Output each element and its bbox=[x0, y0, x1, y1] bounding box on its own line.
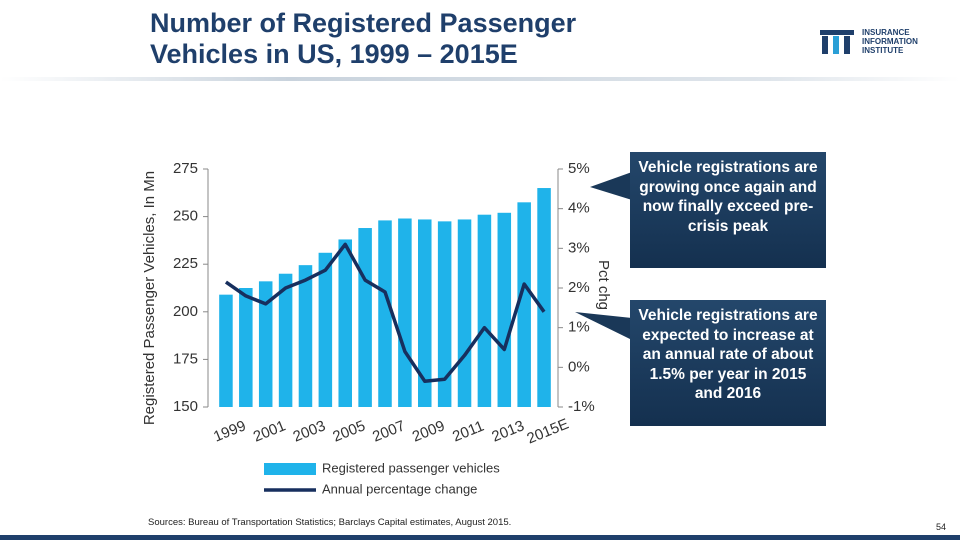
logo-text: INSURANCE bbox=[862, 28, 910, 37]
source-note: Sources: Bureau of Transportation Statis… bbox=[148, 517, 512, 528]
bar bbox=[418, 219, 432, 407]
y2-tick-label: -1% bbox=[568, 398, 595, 415]
x-tick-label: 2015E bbox=[525, 416, 572, 448]
logo-mark bbox=[820, 30, 854, 54]
bar bbox=[537, 188, 551, 407]
x-tick-label: 2003 bbox=[291, 417, 328, 445]
x-tick-label: 2011 bbox=[450, 418, 486, 446]
y-tick-label: 175 bbox=[173, 350, 198, 367]
bar bbox=[219, 294, 233, 407]
bar bbox=[318, 252, 333, 407]
y2-tick-label: 0% bbox=[568, 358, 590, 375]
x-tick-label: 2001 bbox=[251, 417, 288, 445]
bar bbox=[457, 219, 472, 407]
bar bbox=[477, 214, 492, 407]
y-tick-label: 225 bbox=[173, 255, 198, 272]
y2-tick-label: 3% bbox=[568, 239, 590, 256]
bar bbox=[278, 273, 293, 407]
bar bbox=[358, 228, 372, 407]
logo-text: INSTITUTE bbox=[862, 46, 904, 55]
bar bbox=[378, 220, 392, 407]
y2-axis-label: Pct chg bbox=[595, 260, 612, 310]
logo-text: INFORMATION bbox=[862, 37, 918, 46]
footer-bar bbox=[0, 535, 960, 540]
bar bbox=[298, 265, 313, 407]
y2-tick-label: 2% bbox=[568, 279, 590, 296]
bar bbox=[517, 202, 531, 407]
legend-swatch bbox=[264, 463, 316, 475]
x-tick-label: 1999 bbox=[211, 417, 248, 445]
y-tick-label: 200 bbox=[173, 303, 198, 320]
y-tick-label: 150 bbox=[173, 398, 198, 415]
y2-tick-label: 1% bbox=[568, 319, 590, 336]
x-tick-label: 2005 bbox=[330, 417, 367, 445]
callout-arrow bbox=[575, 312, 632, 340]
separator bbox=[0, 77, 960, 81]
callout: Vehicle registrations are growing once a… bbox=[630, 152, 826, 268]
x-tick-label: 2007 bbox=[370, 417, 407, 445]
bar bbox=[338, 239, 352, 407]
y2-tick-label: 5% bbox=[568, 160, 590, 177]
page-number: 54 bbox=[936, 522, 947, 532]
bar bbox=[239, 288, 253, 407]
x-tick-label: 2013 bbox=[489, 417, 526, 445]
legend-label: Annual percentage change bbox=[322, 481, 477, 496]
callout-arrow bbox=[590, 172, 632, 200]
title: Number of Registered Passenger Vehicles … bbox=[150, 8, 577, 69]
y-axis-label: Registered Passenger Vehicles, In Mn bbox=[141, 171, 158, 425]
bar bbox=[497, 212, 512, 407]
legend-label: Registered passenger vehicles bbox=[322, 460, 500, 475]
bar bbox=[437, 221, 452, 407]
logo: INSURANCE INFORMATION INSTITUTE bbox=[818, 26, 948, 58]
callout: Vehicle registrations are expected to in… bbox=[630, 300, 826, 426]
bar bbox=[398, 218, 412, 407]
bar bbox=[258, 281, 273, 407]
x-tick-label: 2009 bbox=[410, 417, 447, 445]
y-tick-label: 275 bbox=[173, 160, 198, 177]
line bbox=[224, 242, 546, 383]
y2-tick-label: 4% bbox=[568, 200, 590, 217]
y-tick-label: 250 bbox=[173, 208, 198, 225]
